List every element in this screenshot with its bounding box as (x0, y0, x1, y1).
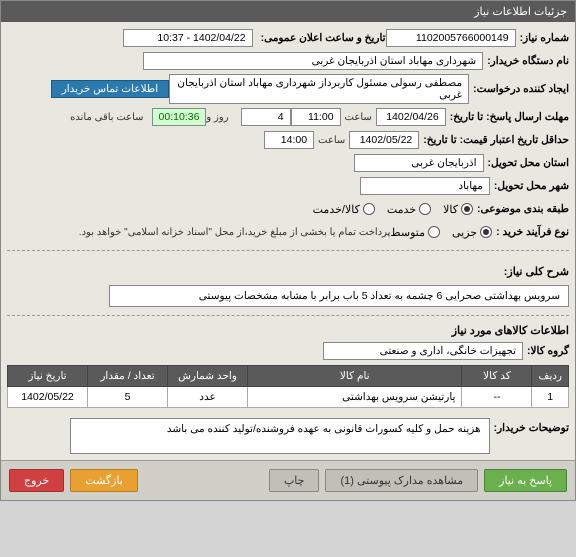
desc-title: شرح کلی نیاز: (504, 265, 569, 278)
th-unit: واحد شمارش (168, 366, 248, 387)
radio-circle-icon (419, 203, 431, 215)
radio-goods-label: کالا (443, 203, 458, 216)
need-details-window: جزئیات اطلاعات نیاز شماره نیاز: 11020057… (0, 0, 576, 501)
need-description: سرویس بهداشتی صحرایی 6 چشمه به تعداد 5 ب… (109, 285, 569, 307)
validity-time: 14:00 (264, 131, 314, 149)
back-button[interactable]: بازگشت (70, 469, 138, 492)
th-name: نام کالا (248, 366, 462, 387)
print-button[interactable]: چاپ (269, 469, 320, 492)
radio-goods[interactable]: کالا (443, 203, 473, 216)
buyer-org-value: شهرداری مهاباد استان اذربایجان غربی (143, 52, 483, 70)
buyer-notes-value: هزینه حمل و کلیه کسورات قانونی به عهده ف… (70, 418, 490, 454)
cell-name: پارتیشن سرویس بهداشتی (248, 387, 462, 408)
time-label-1: ساعت (345, 112, 372, 123)
buyer-notes-label: توضیحات خریدار: (494, 422, 569, 434)
divider (7, 315, 569, 316)
footer-toolbar: پاسخ به نیاز مشاهده مدارک پیوستی (1) چاپ… (1, 460, 575, 500)
province-value: اذربایجان غربی (354, 154, 484, 172)
contact-buyer-button[interactable]: اطلاعات تماس خریدار (51, 80, 169, 98)
cell-row: 1 (532, 387, 569, 408)
radio-circle-icon (480, 226, 492, 238)
buyer-org-label: نام دستگاه خریدار: (487, 55, 569, 67)
th-row: ردیف (532, 366, 569, 387)
th-qty: تعداد / مقدار (88, 366, 168, 387)
radio-medium-label: متوسط (390, 226, 425, 239)
group-label: گروه کالا: (527, 345, 569, 357)
radio-goods-service[interactable]: کالا/خدمت (313, 203, 375, 216)
reply-button[interactable]: پاسخ به نیاز (484, 469, 567, 492)
process-label: نوع فرآیند خرید : (496, 226, 569, 238)
group-value: تجهیزات خانگی، اداری و صنعتی (323, 342, 523, 360)
cell-qty: 5 (88, 387, 168, 408)
attachments-button[interactable]: مشاهده مدارک پیوستی (1) (325, 469, 478, 492)
creator-label: ایجاد کننده درخواست: (473, 83, 569, 95)
deadline-date: 1402/04/26 (376, 108, 446, 126)
time-label-2: ساعت (318, 135, 345, 146)
radio-service[interactable]: خدمت (387, 203, 431, 216)
radio-circle-icon (461, 203, 473, 215)
radio-minor-label: جزیی (452, 226, 477, 239)
deadline-label: مهلت ارسال پاسخ: تا تاریخ: (450, 111, 569, 123)
category-label: طبقه بندی موضوعی: (477, 203, 569, 215)
divider (7, 250, 569, 251)
window-title: جزئیات اطلاعات نیاز (474, 6, 567, 18)
radio-goods-service-label: کالا/خدمت (313, 203, 360, 216)
countdown-timer: 00:10:36 (152, 108, 207, 126)
cell-unit: عدد (168, 387, 248, 408)
items-title: اطلاعات کالاهای مورد نیاز (7, 324, 569, 337)
items-table: ردیف کد کالا نام کالا واحد شمارش تعداد /… (7, 365, 569, 408)
table-header-row: ردیف کد کالا نام کالا واحد شمارش تعداد /… (8, 366, 569, 387)
cell-date: 1402/05/22 (8, 387, 88, 408)
exit-button[interactable]: خروج (9, 469, 64, 492)
deadline-time: 11:00 (291, 108, 341, 126)
th-date: تاریخ نیاز (8, 366, 88, 387)
announce-label: تاریخ و ساعت اعلان عمومی: (261, 32, 386, 44)
radio-circle-icon (428, 226, 440, 238)
category-radio-group: کالا خدمت کالا/خدمت (313, 203, 473, 216)
radio-medium[interactable]: متوسط (390, 226, 440, 239)
city-value: مهاباد (360, 177, 490, 195)
validity-date: 1402/05/22 (349, 131, 419, 149)
payment-note: پرداخت تمام یا بخشی از مبلغ خرید،از محل … (79, 227, 391, 238)
radio-minor[interactable]: جزیی (452, 226, 492, 239)
radio-circle-icon (363, 203, 375, 215)
table-row[interactable]: 1 -- پارتیشن سرویس بهداشتی عدد 5 1402/05… (8, 387, 569, 408)
days-label: روز و (206, 112, 228, 123)
th-code: کد کالا (462, 366, 532, 387)
buyer-notes-row: توضیحات خریدار: هزینه حمل و کلیه کسورات … (7, 418, 569, 454)
process-radio-group: جزیی متوسط (390, 226, 492, 239)
need-number-value: 1102005766000149 (386, 29, 516, 47)
need-number-label: شماره نیاز: (520, 32, 569, 44)
days-value: 4 (241, 108, 291, 126)
city-label: شهر محل تحویل: (494, 180, 569, 192)
province-label: استان محل تحویل: (488, 157, 569, 169)
window-title-bar: جزئیات اطلاعات نیاز (1, 1, 575, 22)
remaining-label: ساعت باقی مانده (70, 112, 143, 123)
radio-service-label: خدمت (387, 203, 416, 216)
validity-label: حداقل تاریخ اعتبار قیمت: تا تاریخ: (423, 134, 569, 146)
cell-code: -- (462, 387, 532, 408)
creator-value: مصطفی رسولی مسئول کاربرداز شهرداری مهابا… (169, 74, 469, 104)
announce-value: 1402/04/22 - 10:37 (123, 29, 253, 47)
content-area: شماره نیاز: 1102005766000149 تاریخ و ساع… (1, 22, 575, 460)
